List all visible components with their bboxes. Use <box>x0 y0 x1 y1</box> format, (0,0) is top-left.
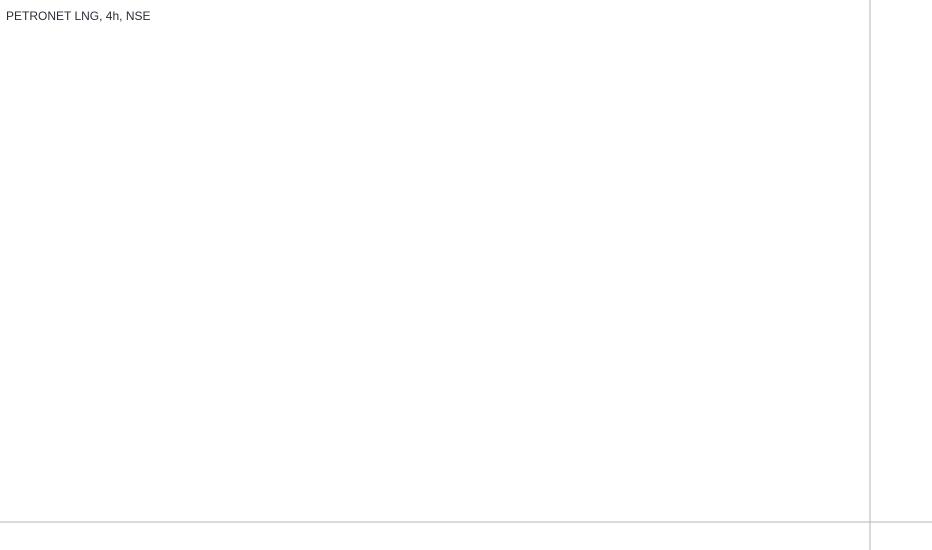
chart-title: PETRONET LNG, 4h, NSE <box>6 9 151 23</box>
